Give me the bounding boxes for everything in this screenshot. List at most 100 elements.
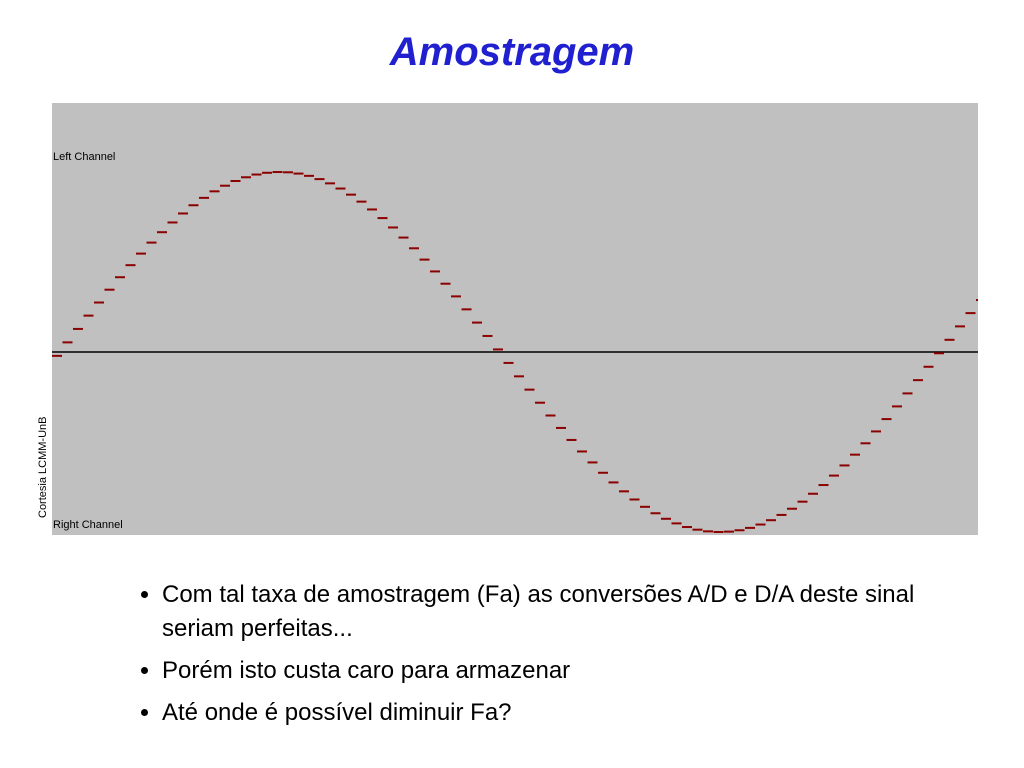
sample-dash	[73, 327, 83, 330]
sample-dash	[62, 341, 73, 344]
sample-dash	[535, 401, 545, 404]
sample-dash	[472, 321, 482, 324]
credit: Cortesia LCMM-UnB	[37, 417, 49, 518]
sample-dash	[157, 231, 167, 234]
sample-dash	[52, 354, 62, 357]
sample-dash	[545, 414, 556, 417]
samples	[52, 171, 978, 533]
sample-dash	[860, 442, 871, 445]
sample-dash	[650, 512, 661, 515]
sample-dash	[818, 484, 829, 487]
sample-dash	[199, 196, 209, 199]
sample-dash	[965, 312, 976, 315]
sample-dash	[493, 348, 503, 351]
sample-dash	[283, 171, 293, 174]
sample-dash	[314, 178, 325, 181]
sample-dash	[923, 365, 934, 368]
sample-dash	[461, 308, 472, 311]
sample-dash	[367, 208, 377, 211]
sample-dash	[892, 405, 902, 408]
sample-dash	[398, 236, 409, 239]
sample-dash	[524, 388, 535, 391]
sample-dash	[881, 418, 892, 421]
sample-dash	[304, 174, 314, 177]
sample-dash	[671, 522, 682, 525]
sample-dash	[440, 282, 451, 285]
right-channel-label: Right Channel	[53, 519, 123, 531]
sample-dash	[566, 438, 577, 441]
sample-dash	[682, 526, 692, 529]
sample-dash	[598, 471, 608, 474]
sample-dash	[503, 361, 514, 364]
sample-dash	[167, 221, 178, 224]
sample-dash	[272, 171, 283, 174]
sample-dash	[871, 430, 881, 433]
sample-dash	[230, 180, 241, 183]
sample-dash	[640, 505, 650, 508]
sample-dash	[241, 176, 251, 179]
sample-dash	[346, 193, 356, 196]
sample-dash	[325, 182, 335, 185]
sample-dash	[703, 530, 713, 533]
bullet: Porém isto custa caro para armazenar	[162, 654, 972, 688]
sample-dash	[787, 507, 797, 510]
sample-dash	[776, 513, 787, 516]
sample-dash	[797, 500, 808, 503]
sample-dash	[934, 352, 944, 355]
sample-dash	[377, 217, 388, 220]
sample-dash	[262, 171, 272, 174]
sample-dash	[115, 276, 125, 279]
sample-dash	[734, 529, 745, 532]
sample-dash	[188, 204, 199, 207]
sample-dash	[745, 526, 755, 529]
sample-dash	[514, 375, 524, 378]
sample-dash	[419, 258, 430, 261]
sample-dash	[556, 426, 566, 429]
sample-dash	[125, 264, 136, 267]
sample-dash	[335, 187, 346, 190]
waveform-panel	[52, 103, 978, 535]
slide-title: Amostragem	[389, 30, 635, 74]
sample-dash	[293, 172, 304, 175]
sample-dash	[451, 295, 461, 298]
sample-dash	[839, 464, 850, 467]
sample-dash	[178, 212, 188, 215]
left-channel-label: Left Channel	[53, 151, 115, 163]
bullet: Até onde é possível diminuir Fa?	[162, 696, 972, 730]
sample-dash	[482, 334, 493, 337]
sample-dash	[902, 392, 913, 395]
sample-dash	[913, 379, 923, 382]
bullet: Com tal taxa de amostragem (Fa) as conve…	[162, 578, 972, 646]
sample-dash	[944, 338, 955, 341]
sample-dash	[209, 190, 220, 193]
bullet-list: Com tal taxa de amostragem (Fa) as conve…	[130, 578, 972, 738]
sample-dash	[388, 226, 398, 229]
waveform-figure: Left Channel Right Channel Cortesia LCMM…	[37, 103, 978, 535]
sample-dash	[755, 523, 766, 526]
sample-dash	[713, 530, 724, 533]
sample-dash	[146, 241, 157, 244]
sample-dash	[976, 299, 978, 302]
sample-dash	[577, 450, 587, 453]
sample-dash	[587, 461, 598, 464]
sample-dash	[808, 492, 818, 495]
sample-dash	[955, 325, 965, 328]
sample-dash	[83, 314, 94, 317]
sample-dash	[409, 247, 419, 250]
sample-dash	[220, 184, 230, 187]
sample-dash	[608, 481, 619, 484]
sample-dash	[850, 453, 860, 456]
sample-dash	[629, 498, 640, 501]
sample-dash	[661, 517, 671, 520]
sample-dash	[692, 528, 703, 531]
sample-dash	[104, 288, 115, 291]
sample-dash	[829, 474, 839, 477]
sample-dash	[766, 519, 776, 522]
sample-dash	[356, 200, 367, 203]
sample-dash	[251, 173, 262, 176]
sample-dash	[136, 252, 146, 255]
sample-dash	[94, 301, 104, 304]
sample-dash	[724, 530, 734, 533]
sample-dash	[619, 490, 629, 493]
